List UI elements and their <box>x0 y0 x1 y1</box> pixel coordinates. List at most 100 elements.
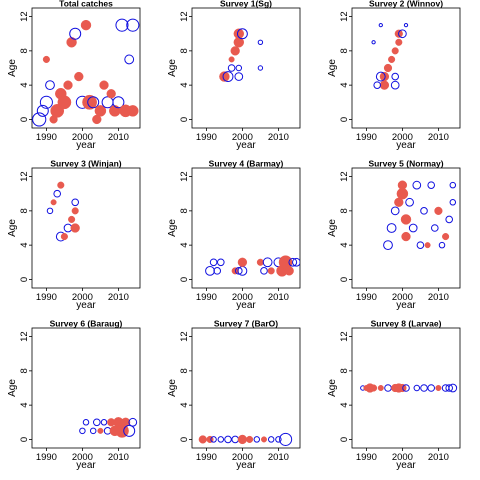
negative-residual-bubble <box>445 215 454 224</box>
plot-frame <box>191 327 301 449</box>
negative-residual-bubble <box>32 112 47 127</box>
negative-residual-bubble <box>391 72 400 81</box>
positive-residual-bubble <box>97 427 104 434</box>
positive-residual-bubble <box>99 80 109 90</box>
plot-frame <box>351 7 461 129</box>
negative-residual-bubble <box>427 181 436 189</box>
y-tick-label: 8 <box>339 368 350 373</box>
negative-residual-bubble <box>217 436 225 443</box>
positive-residual-bubble <box>74 71 84 82</box>
y-tick-label: 8 <box>339 48 350 53</box>
negative-residual-bubble <box>93 418 101 427</box>
negative-residual-bubble <box>69 27 82 40</box>
negative-residual-bubble <box>45 80 55 91</box>
y-tick-label: 4 <box>179 402 190 407</box>
positive-residual-bubble <box>106 89 116 99</box>
bubbles <box>79 417 138 438</box>
y-tick-label: 12 <box>339 171 350 182</box>
positive-residual-bubble <box>391 47 399 55</box>
panel-2: Survey 1(Sg) 1990 2000 2010 0 4 8 12 year Age <box>167 0 301 151</box>
y-tick-label: 4 <box>179 82 190 87</box>
positive-residual-bubble <box>383 63 393 73</box>
bubbles <box>219 28 264 83</box>
y-tick-label: 12 <box>339 331 350 342</box>
x-tick-label: 2000 <box>72 292 93 303</box>
positive-residual-bubble <box>379 80 390 90</box>
y-axis-label: Age <box>327 59 338 77</box>
negative-residual-bubble <box>420 207 428 215</box>
panel-title: Survey 1(Sg) <box>220 0 272 9</box>
positive-residual-bubble <box>435 385 442 391</box>
x-tick-label: 2010 <box>268 452 289 463</box>
plot-frame <box>191 167 301 289</box>
negative-residual-bubble <box>257 39 264 45</box>
negative-residual-bubble <box>408 223 418 233</box>
plot-frame <box>351 167 461 289</box>
y-tick-label: 4 <box>19 82 30 87</box>
negative-residual-bubble <box>371 40 376 45</box>
positive-residual-bubble <box>388 55 396 63</box>
x-tick-label: 2010 <box>428 132 449 143</box>
negative-residual-bubble <box>112 96 125 109</box>
positive-residual-bubble <box>60 233 68 241</box>
negative-residual-bubble <box>449 181 457 189</box>
bubbles <box>198 432 293 446</box>
x-axis-label: year <box>76 300 96 311</box>
negative-residual-bubble <box>100 419 108 426</box>
positive-residual-bubble <box>397 180 408 190</box>
positive-residual-bubble <box>82 94 97 110</box>
y-axis-label: Age <box>327 219 338 237</box>
negative-residual-bubble <box>46 207 54 215</box>
x-axis-label: year <box>396 460 416 471</box>
y-axis-label: Age <box>7 379 18 397</box>
y-tick-label: 0 <box>179 277 190 282</box>
negative-residual-bubble <box>53 189 62 198</box>
positive-residual-bubble <box>57 181 65 189</box>
bubbles <box>371 22 409 90</box>
negative-residual-bubble <box>36 104 49 117</box>
y-tick-label: 4 <box>339 82 350 87</box>
x-tick-label: 1990 <box>356 132 377 143</box>
negative-residual-bubble <box>205 265 215 276</box>
negative-residual-bubble <box>79 427 86 435</box>
plot-frame <box>351 327 461 449</box>
panel-7: Survey 6 (Baraug) 1990 2000 2010 0 4 8 12 year Ag… <box>7 319 141 471</box>
positive-residual-bubble <box>261 436 267 443</box>
x-tick-label: 2000 <box>72 132 93 143</box>
negative-residual-bubble <box>403 22 409 28</box>
positive-residual-bubble <box>237 434 248 445</box>
positive-residual-bubble <box>370 384 378 392</box>
y-tick-label: 0 <box>179 437 190 442</box>
negative-residual-bubble <box>210 436 217 443</box>
y-tick-label: 12 <box>179 171 190 182</box>
positive-residual-bubble <box>230 46 240 56</box>
positive-residual-bubble <box>256 258 264 266</box>
negative-residual-bubble <box>234 72 244 81</box>
positive-residual-bubble <box>237 257 248 267</box>
panel-3: Survey 2 (Winnov) 1990 2000 2010 0 4 8 12 year Ag… <box>327 0 461 151</box>
y-axis-label: Age <box>327 379 338 397</box>
bubbles <box>383 180 457 251</box>
positive-residual-bubble <box>377 385 384 391</box>
negative-residual-bubble <box>275 436 282 443</box>
panel-4: Survey 3 (Winjan) 1990 2000 2010 0 4 8 12 year Ag… <box>7 159 141 311</box>
negative-residual-bubble <box>413 384 421 392</box>
positive-residual-bubble <box>68 215 76 223</box>
negative-residual-bubble <box>402 384 410 392</box>
negative-residual-bubble <box>390 206 400 216</box>
y-tick-label: 4 <box>179 242 190 247</box>
negative-residual-bubble <box>445 384 454 392</box>
negative-residual-bubble <box>39 95 53 109</box>
y-tick-label: 0 <box>339 277 350 282</box>
positive-residual-bubble <box>442 233 450 241</box>
positive-residual-bubble <box>396 187 409 200</box>
positive-residual-bubble <box>57 95 72 110</box>
panel-6: Survey 5 (Normay) 1990 2000 2010 0 4 8 12 year Ag… <box>327 159 461 311</box>
negative-residual-bubble <box>431 224 439 232</box>
positive-residual-bubble <box>50 199 57 206</box>
x-axis-label: year <box>76 140 96 151</box>
x-tick-label: 2000 <box>392 452 413 463</box>
y-tick-label: 12 <box>19 171 30 182</box>
positive-residual-bubble <box>198 435 207 444</box>
